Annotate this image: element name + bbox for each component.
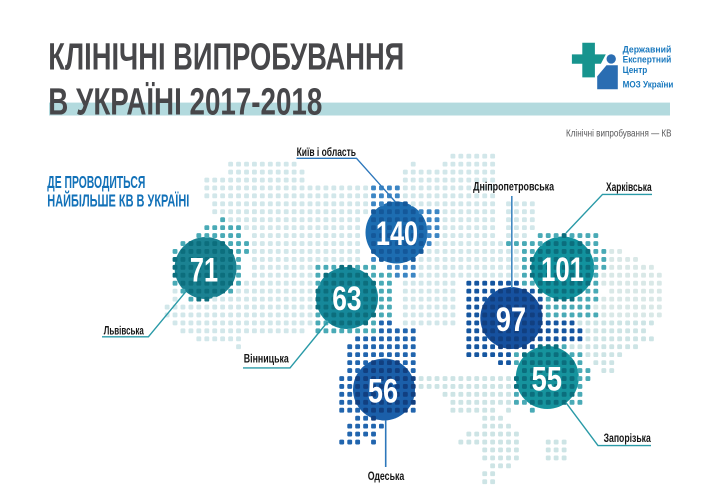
svg-text:Експертний: Експертний: [623, 55, 672, 66]
svg-text:140: 140: [376, 215, 418, 253]
svg-text:В УКРАЇНІ 2017-2018: В УКРАЇНІ 2017-2018: [48, 81, 322, 124]
svg-text:Одеська: Одеська: [368, 469, 405, 483]
svg-text:Центр: Центр: [623, 65, 648, 76]
svg-text:55: 55: [532, 360, 563, 398]
svg-text:ДЕ ПРОВОДИТЬСЯ: ДЕ ПРОВОДИТЬСЯ: [47, 172, 145, 192]
svg-text:Київ і область: Київ і область: [297, 145, 356, 159]
svg-text:Запорізька: Запорізька: [604, 431, 651, 445]
svg-text:МОЗ України: МОЗ України: [623, 79, 674, 90]
svg-text:71: 71: [190, 251, 218, 289]
svg-text:Клінічні випробування — КВ: Клінічні випробування — КВ: [566, 128, 672, 140]
svg-text:101: 101: [541, 251, 584, 289]
svg-text:Державний: Державний: [623, 44, 672, 55]
svg-text:Вінницька: Вінницька: [244, 352, 289, 366]
svg-text:56: 56: [368, 373, 398, 411]
svg-text:Дніпропетровська: Дніпропетровська: [473, 179, 554, 193]
svg-text:63: 63: [332, 280, 361, 318]
svg-text:НАЙБІЛЬШЕ КВ В УКРАЇНІ: НАЙБІЛЬШЕ КВ В УКРАЇНІ: [47, 190, 189, 210]
svg-text:97: 97: [496, 301, 526, 339]
svg-text:Харківська: Харківська: [606, 180, 652, 194]
svg-text:КЛІНІЧНІ ВИПРОБУВАННЯ: КЛІНІЧНІ ВИПРОБУВАННЯ: [48, 37, 404, 79]
svg-text:Львівська: Львівська: [104, 323, 144, 337]
